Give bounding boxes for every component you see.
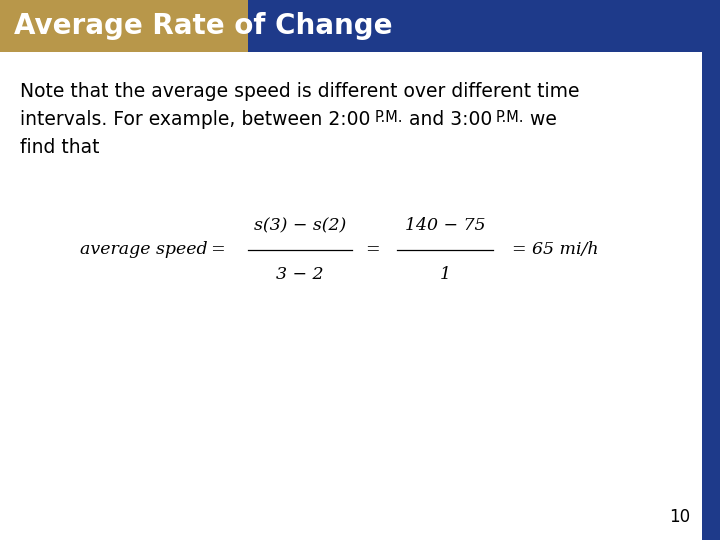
Text: and 3:00: and 3:00 xyxy=(402,110,495,129)
Text: we: we xyxy=(524,110,557,129)
Bar xyxy=(0,0,248,52)
Text: 1: 1 xyxy=(439,266,451,283)
Text: =: = xyxy=(365,241,379,259)
Text: intervals. For example, between 2:00: intervals. For example, between 2:00 xyxy=(20,110,374,129)
Bar xyxy=(702,0,720,540)
Text: P.M.: P.M. xyxy=(374,110,402,125)
Text: find that: find that xyxy=(20,138,99,157)
Text: 10: 10 xyxy=(670,508,690,526)
Text: 140 − 75: 140 − 75 xyxy=(405,217,485,234)
Text: Note that the average speed is different over different time: Note that the average speed is different… xyxy=(20,82,580,101)
Bar xyxy=(248,0,702,52)
Text: s(3) − s(2): s(3) − s(2) xyxy=(254,217,346,234)
Text: 3 − 2: 3 − 2 xyxy=(276,266,324,283)
Text: P.M.: P.M. xyxy=(495,110,524,125)
Text: Average Rate of Change: Average Rate of Change xyxy=(14,12,392,40)
Text: average speed =: average speed = xyxy=(80,241,225,259)
Text: = 65 mi/h: = 65 mi/h xyxy=(512,241,598,259)
